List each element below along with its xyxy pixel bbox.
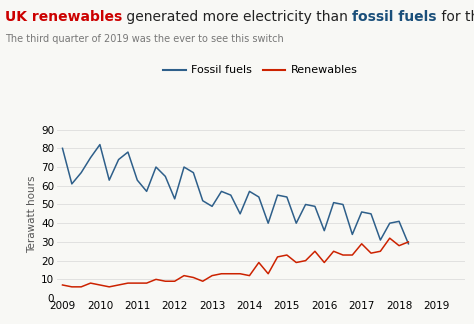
Text: The third quarter of 2019 was the ever to see this switch: The third quarter of 2019 was the ever t…: [5, 34, 283, 44]
Text: for the first time: for the first time: [437, 10, 474, 24]
Text: fossil fuels: fossil fuels: [352, 10, 437, 24]
Text: UK renewables: UK renewables: [5, 10, 122, 24]
Text: generated more electricity than: generated more electricity than: [122, 10, 352, 24]
Legend: Fossil fuels, Renewables: Fossil fuels, Renewables: [159, 61, 362, 80]
Y-axis label: Terawatt hours: Terawatt hours: [27, 175, 37, 253]
